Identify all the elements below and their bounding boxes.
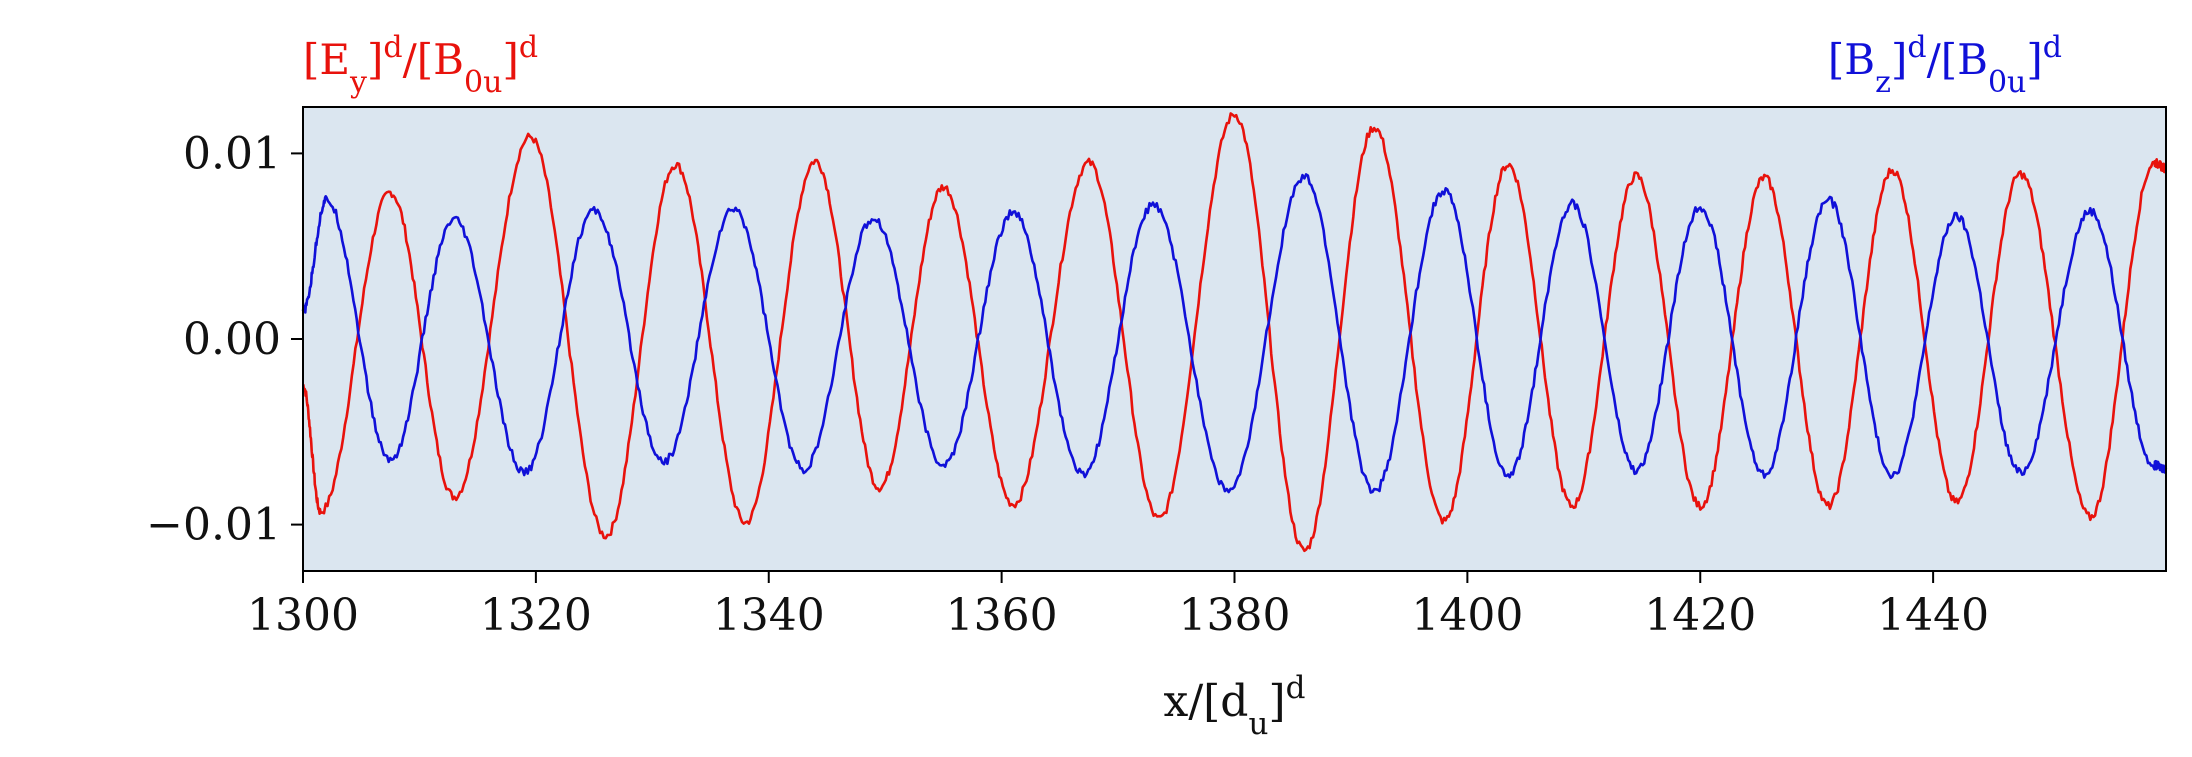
x-axis: 1300 1320 1340 1360 1380 1400 1420 1440 [247,571,1989,641]
x-tick-label: 1300 [247,590,359,641]
x-tick-label: 1360 [946,590,1058,641]
series-label-bz: [Bz]d/[B0u]d [1828,30,2062,100]
series-line-bz [301,173,2168,494]
x-tick-label: 1320 [480,590,592,641]
plot-area [303,107,2166,571]
x-tick-label: 1400 [1411,590,1523,641]
y-axis: 0.01 0.00 −0.01 [146,128,303,551]
series-line-ey [302,112,2167,553]
x-axis-label: x/[du]d [1164,670,1306,742]
series-layer [301,112,2168,553]
x-tick-label: 1420 [1644,590,1756,641]
y-tick-label: 0.01 [183,128,281,179]
series-label-ey: [Ey]d/[B0u]d [303,30,538,100]
y-tick-label: −0.01 [146,500,281,551]
y-tick-label: 0.00 [183,314,281,365]
x-tick-label: 1380 [1179,590,1291,641]
x-tick-label: 1440 [1877,590,1989,641]
x-tick-label: 1340 [713,590,825,641]
